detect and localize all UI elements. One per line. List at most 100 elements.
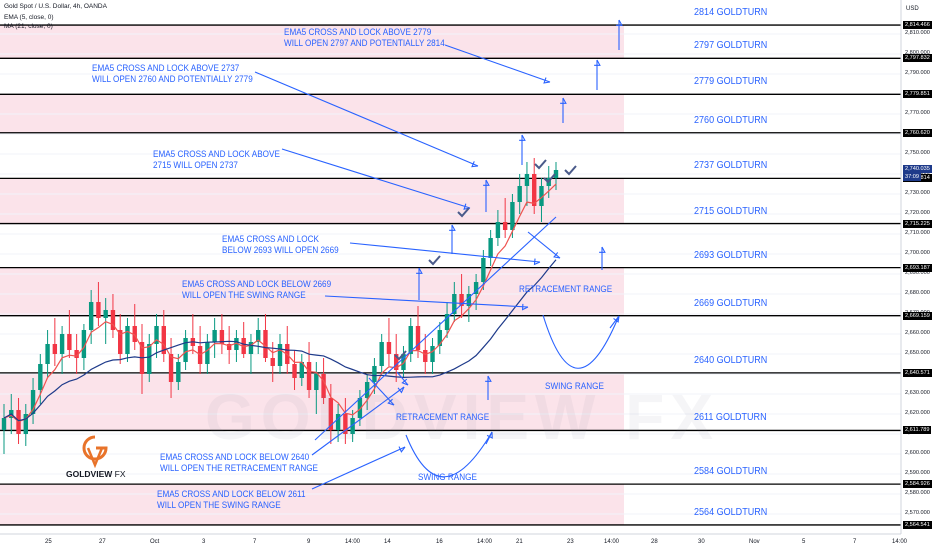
candle-body [553, 170, 559, 178]
candle-body [81, 330, 87, 358]
candle-body [394, 354, 399, 370]
candle-body [386, 342, 392, 354]
goldturn-label: 2611 GOLDTURN [694, 411, 767, 424]
time-tick-label: 14 [384, 539, 391, 545]
annotation-line: WILL OPEN 2797 AND POTENTIALLY 2814 [284, 38, 445, 49]
time-tick-label: 7 [853, 539, 857, 545]
candle-body [154, 326, 159, 344]
time-tick-label: 25 [45, 539, 52, 545]
candle-body [103, 310, 108, 318]
candle-body [248, 342, 254, 354]
ema-indicator-legend[interactable]: EMA (5, close, 0) [4, 14, 54, 21]
candle-body [350, 418, 355, 434]
candle-body [118, 330, 123, 354]
last-price-tag: 2,740.035 [903, 164, 932, 173]
goldview-logo-text: GOLDVIEW FX [66, 469, 126, 479]
candle-body [263, 330, 268, 358]
countdown-tag: 37:09 [903, 172, 921, 181]
goldturn-axis-tag: 2,611.789 [903, 426, 932, 435]
candle-body [437, 330, 442, 346]
ma21-line [3, 259, 557, 422]
goldturn-label: 2779 GOLDTURN [694, 75, 768, 88]
annotation-line: RETRACEMENT RANGE [396, 412, 490, 423]
price-tick-label: 2,580.000 [905, 490, 930, 496]
ma-indicator-legend[interactable]: MA (21, close, 0) [4, 23, 53, 30]
check-mark-icon [457, 207, 470, 218]
projection-up-arrow-head [599, 246, 606, 253]
candle-body [205, 342, 210, 364]
annotation-text: RETRACEMENT RANGE [519, 284, 612, 295]
annotation-text: SWING RANGE [545, 381, 604, 392]
pointer-arrow [349, 242, 541, 263]
check-mark-icon [394, 350, 407, 361]
candle-body [183, 338, 188, 362]
candle-body [321, 374, 326, 398]
goldturn-label: 2669 GOLDTURN [694, 296, 768, 309]
price-tick-label: 2,660.000 [905, 330, 930, 336]
swing-range-curve-head [485, 431, 493, 445]
candle-body [45, 344, 50, 364]
candle-body [110, 310, 116, 330]
candle-body [88, 302, 94, 330]
candle-body [299, 362, 304, 378]
candle-body [328, 398, 334, 430]
projection-up-arrow-head [416, 267, 423, 274]
price-tick-label: 2,600.000 [905, 450, 930, 456]
candle-body [132, 326, 137, 342]
candle-body [473, 282, 479, 294]
price-tick-label: 2,590.000 [905, 470, 930, 476]
projection-down-arrow-head [553, 252, 561, 259]
annotation-line: EMA5 CROSS AND LOCK BELOW 2611 [157, 489, 306, 500]
time-tick-label: 16 [436, 539, 443, 545]
check-mark-icon [543, 173, 556, 184]
goldturn-label: 2715 GOLDTURN [694, 204, 768, 217]
goldturn-axis-tag: 2,779.851 [903, 90, 932, 99]
candle-body [335, 414, 341, 430]
annotation-line: EMA5 CROSS AND LOCK BELOW 2669 [182, 279, 332, 290]
chart-grid [0, 33, 901, 515]
candle-body [452, 294, 457, 314]
annotation-text: EMA5 CROSS AND LOCK BELOW 2640 WILL OPEN … [160, 452, 318, 474]
goldturn-level-lines [0, 24, 901, 526]
annotation-text: EMA5 CROSS AND LOCK ABOVE 2737 WILL OPEN … [92, 63, 253, 85]
currency-label[interactable]: USD [906, 6, 919, 12]
symbol-title[interactable]: Gold Spot / U.S. Dollar, 4h, OANDA [4, 3, 107, 10]
pointer-arrow-head [543, 77, 551, 84]
candle-body [466, 294, 472, 306]
projection-up-arrow-head [485, 375, 492, 382]
time-tick-label: 30 [698, 539, 705, 545]
candle-body [292, 364, 297, 378]
moving-average-lines [3, 183, 557, 423]
shaded-band [0, 25, 624, 59]
price-tick-label: 2,750.000 [905, 150, 930, 156]
swing-range-curve [405, 431, 493, 478]
candle-body [234, 338, 239, 350]
price-tick-label: 2,630.000 [905, 390, 930, 396]
goldturn-axis-tag: 2,564.541 [903, 520, 932, 529]
candle-body [524, 174, 530, 186]
time-tick-label: 14:00 [477, 539, 493, 545]
annotation-line: WILL OPEN THE SWING RANGE [182, 290, 306, 301]
goldturn-label: 2814 GOLDTURN [694, 6, 768, 19]
check-mark-icon [534, 159, 547, 170]
price-tick-label: 2,680.000 [905, 290, 930, 296]
candle-body [495, 222, 501, 238]
shaded-band [0, 484, 624, 525]
candle-body [161, 326, 166, 354]
time-tick-label: 14:00 [345, 539, 361, 545]
candle-body [168, 354, 174, 382]
goldturn-label: 2760 GOLDTURN [694, 113, 768, 126]
candle-body [38, 364, 43, 390]
pointer-arrow-head [398, 446, 406, 453]
time-tick-label: 27 [99, 539, 106, 545]
annotation-line: EMA5 CROSS AND LOCK ABOVE 2779 [284, 27, 432, 38]
pointer-arrow [281, 148, 471, 209]
swing-range-curve-head-head [486, 431, 493, 439]
pointer-arrow [254, 71, 479, 167]
annotation-line: WILL OPEN THE RETRACEMENT RANGE [160, 463, 318, 474]
candle-body [481, 258, 486, 282]
goldturn-axis-tag: 2,669.159 [903, 311, 932, 320]
price-tick-label: 2,720.000 [905, 210, 930, 216]
candle-body [459, 294, 464, 306]
